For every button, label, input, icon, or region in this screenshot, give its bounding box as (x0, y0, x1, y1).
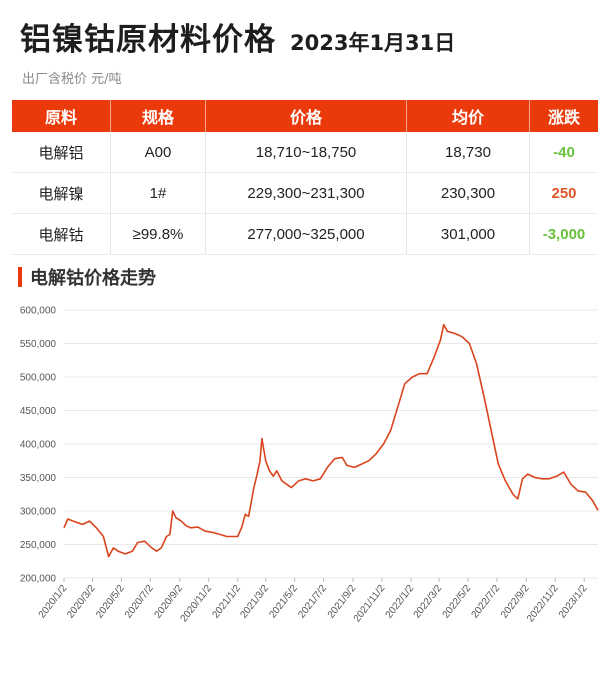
chart-section-header: 电解钴价格走势 (18, 264, 156, 290)
column-header-spec: 规格 (110, 100, 206, 132)
section-accent-bar (18, 267, 22, 287)
cell-price: 229,300~231,300 (205, 172, 407, 214)
x-tick-label: 2020/3/2 (65, 583, 98, 621)
column-header-average: 均价 (406, 100, 530, 132)
chart-title: 电解钴价格走势 (30, 268, 156, 289)
column-header-price: 价格 (205, 100, 407, 132)
cell-average: 18,730 (406, 132, 530, 173)
x-tick-label: 2020/1/2 (37, 583, 70, 621)
y-tick-label: 600,000 (20, 306, 57, 317)
x-tick-label: 2022/7/2 (470, 583, 503, 621)
cell-material: 电解钴 (12, 213, 111, 255)
x-tick-label: 2021/7/2 (296, 583, 329, 621)
cell-price: 277,000~325,000 (205, 213, 407, 255)
table-header-row: 原料 规格 价格 均价 涨跌 (12, 100, 598, 132)
price-table: 原料 规格 价格 均价 涨跌 电解铝 A00 18,710~18,750 18,… (12, 100, 598, 255)
column-header-material: 原料 (12, 100, 111, 132)
y-tick-label: 350,000 (20, 473, 57, 484)
cell-price: 18,710~18,750 (205, 132, 407, 173)
y-tick-label: 500,000 (20, 373, 57, 384)
x-tick-label: 2021/3/2 (238, 583, 271, 621)
price-series-line (63, 323, 599, 558)
price-unit-note: 出厂含税价 元/吨 (22, 72, 122, 87)
column-header-change: 涨跌 (529, 100, 598, 132)
x-tick-label: 2023/1/2 (557, 583, 590, 621)
cell-change: -40 (529, 132, 598, 173)
y-tick-label: 200,000 (20, 574, 57, 585)
y-tick-label: 550,000 (20, 339, 57, 350)
report-date: 2023年1月31日 (290, 31, 456, 55)
cobalt-price-chart: 200,000 250,000 300,000 350,000 400,000 450,0… (20, 306, 599, 624)
x-tick-label: 2021/5/2 (267, 583, 300, 621)
cell-spec: ≥99.8% (110, 213, 206, 255)
x-tick-label: 2022/3/2 (412, 583, 445, 621)
cell-material: 电解镍 (12, 172, 111, 214)
title-row: 铝镍钴原材料价格 2023年1月31日 (20, 14, 455, 59)
cell-spec: 1# (110, 172, 206, 214)
x-tick-label: 2022/5/2 (441, 583, 474, 621)
cell-change: 250 (529, 172, 598, 214)
cell-average: 301,000 (406, 213, 530, 255)
cell-spec: A00 (110, 132, 206, 173)
y-tick-label: 300,000 (20, 507, 57, 518)
cell-change: -3,000 (529, 213, 598, 255)
page-title: 铝镍钴原材料价格 (20, 22, 276, 58)
cell-average: 230,300 (406, 172, 530, 214)
table-row: 电解钴 ≥99.8% 277,000~325,000 301,000 -3,00… (12, 213, 598, 255)
y-tick-label: 450,000 (20, 406, 57, 417)
cell-material: 电解铝 (12, 132, 111, 173)
x-tick-label: 2020/7/2 (123, 583, 156, 621)
table-row: 电解镍 1# 229,300~231,300 230,300 250 (12, 172, 598, 214)
x-tick-label: 2020/5/2 (94, 583, 127, 621)
y-tick-label: 400,000 (20, 440, 57, 451)
y-tick-label: 250,000 (20, 540, 57, 551)
table-row: 电解铝 A00 18,710~18,750 18,730 -40 (12, 132, 598, 173)
